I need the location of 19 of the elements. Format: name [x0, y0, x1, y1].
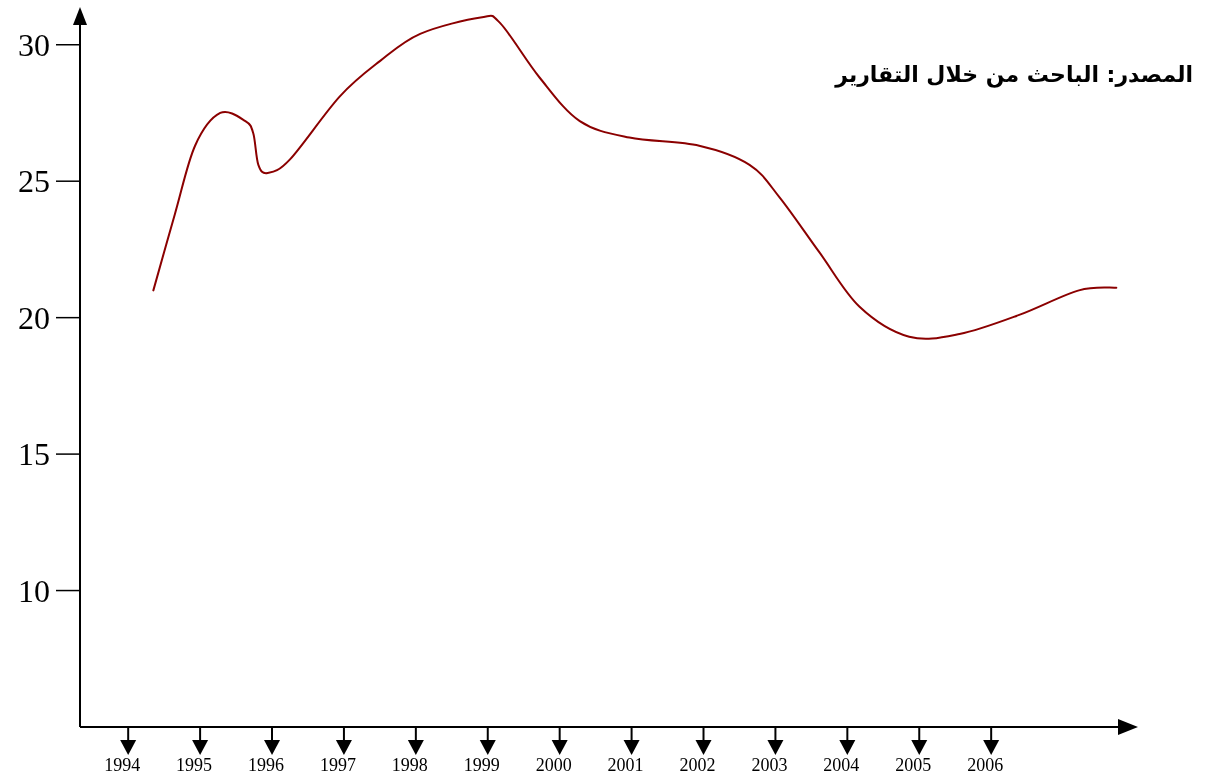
x-tick-label: 1999 — [463, 755, 500, 775]
x-tick-label: 1994 — [104, 755, 141, 775]
y-tick-label: 10 — [18, 572, 50, 609]
x-tick-label: 2000 — [535, 755, 572, 775]
x-tick-label: 2001 — [607, 755, 644, 775]
x-tick-label: 2004 — [823, 755, 860, 775]
x-tick-label: 1995 — [176, 755, 213, 775]
y-tick-label: 15 — [18, 436, 50, 473]
x-tick-label: 1996 — [248, 755, 285, 775]
x-tick-label: 1998 — [391, 755, 428, 775]
x-tick-label: 2003 — [751, 755, 788, 775]
x-tick-label: 1997 — [319, 755, 356, 775]
x-tick-label: 2005 — [895, 755, 932, 775]
annotation: المصدر: الباحث من خلال التقارير — [834, 62, 1193, 88]
y-tick-label: 25 — [18, 163, 50, 200]
y-tick-label: 30 — [18, 26, 50, 63]
x-tick-label: 2006 — [967, 755, 1004, 775]
x-tick-label: 2002 — [679, 755, 716, 775]
y-tick-label: 20 — [18, 299, 50, 336]
